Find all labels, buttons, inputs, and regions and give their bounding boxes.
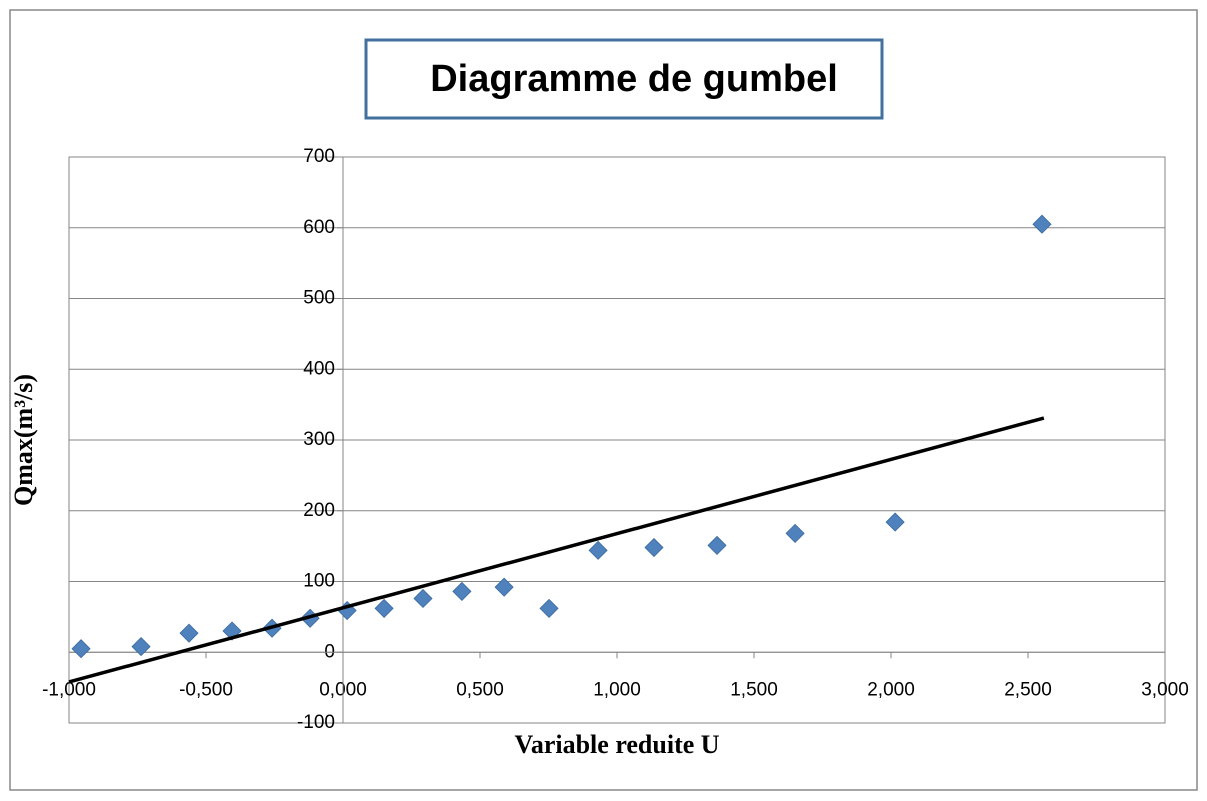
y-tick-label: 700 (303, 146, 335, 167)
title-box (364, 38, 884, 120)
x-tick-label: 3,000 (1141, 679, 1189, 700)
chart-frame (9, 9, 1198, 791)
y-tick-label: 400 (303, 358, 335, 379)
y-tick-label: 500 (303, 288, 335, 309)
x-tick-label: -0,500 (179, 679, 233, 700)
x-tick-label: 0,500 (456, 679, 504, 700)
data-point (885, 512, 905, 532)
y-tick-label: 200 (303, 500, 335, 521)
data-point (71, 639, 91, 659)
data-point (131, 637, 151, 657)
chart-title: Diagramme de gumbel (430, 58, 838, 100)
y-tick-label: 300 (303, 429, 335, 450)
data-point (644, 537, 664, 558)
y-tick-label: 100 (303, 571, 335, 592)
data-point (539, 598, 559, 618)
y-tick-label: 600 (303, 217, 335, 238)
data-point (1032, 214, 1052, 234)
x-tick-label: 2,500 (1004, 679, 1052, 700)
data-point (452, 581, 472, 601)
trend-line (68, 416, 1045, 684)
x-tick-label: -1,000 (42, 679, 96, 700)
x-tick-label: 2,000 (867, 679, 915, 700)
data-point (374, 598, 394, 618)
data-point (785, 523, 805, 543)
data-point (179, 623, 199, 643)
data-point (707, 535, 727, 555)
x-tick-label: 1,000 (593, 679, 641, 700)
data-point (413, 588, 433, 609)
y-tick-label: -100 (297, 712, 335, 733)
x-axis-label: Variable reduite U (514, 730, 719, 759)
x-tick-label: 1,500 (730, 679, 778, 700)
y-axis-label: Qmax(m³/s) (9, 374, 38, 506)
data-point (588, 540, 608, 560)
data-point (494, 577, 514, 597)
